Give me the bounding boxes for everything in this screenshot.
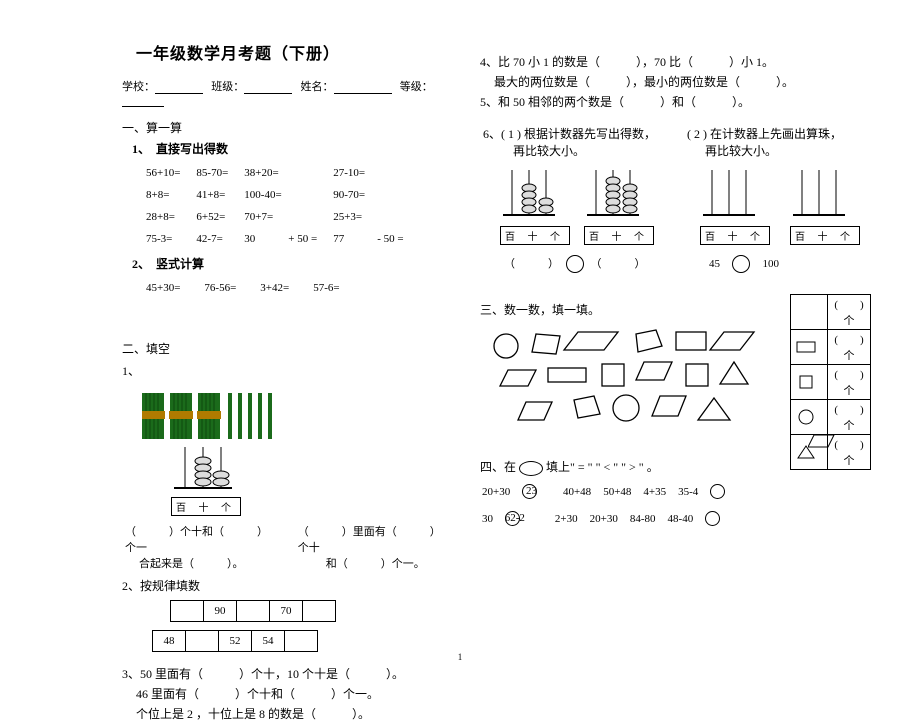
s2p3b: 46 里面有（ ）个十和（ ）个一。: [136, 684, 452, 704]
pattern-table-1: 9070: [170, 600, 336, 622]
s1p1-heading: 1、 直接写出得数: [132, 140, 452, 157]
section-2-heading: 二、填空: [122, 340, 452, 357]
cmp-blank-2: （ ）: [591, 258, 646, 270]
s1p2-table: 45+30=76-56=3+42=57-6=: [144, 276, 364, 300]
oval-blank-icon: [519, 461, 543, 476]
q6b2: 再比较大小。: [705, 142, 842, 159]
label-class: 班级：: [211, 81, 244, 93]
cmp-45: 45: [709, 258, 720, 270]
page-number: 1: [0, 652, 920, 662]
q6a2: 再比较大小。: [513, 142, 656, 159]
q4b: 最大的两位数是（ ），最小的两位数是（ ）。: [494, 72, 880, 92]
sticks-caption-a: （ ）个十和（ ）个一: [125, 523, 275, 555]
compare-circle-icon: [566, 255, 584, 273]
s2p3c: 个位上是 2 ，十位上是 8 的数是（ ）。: [136, 704, 452, 724]
compare-row-1: 20+30 23 40+4850+48 4+3535-4: [480, 482, 737, 501]
section-1-heading: 一、算一算: [122, 119, 452, 136]
pattern-table-2: 485254: [152, 630, 318, 652]
s1p1-table: 56+10=85-70=38+20=27-10= 8+8=41+8=100-40…: [144, 161, 420, 251]
q4a: 4、比 70 小 1 的数是（ ），70 比（ ）小 1。: [480, 52, 880, 72]
s2p1-heading: 1、: [122, 361, 452, 381]
abacus-caption-b: 和（ ）个一。: [326, 555, 449, 571]
q6a: 6、( 1 ) 根据计数器先写出得数，: [483, 125, 656, 142]
s2p2-heading: 2、按规律填数: [122, 576, 452, 596]
s1p2-heading: 2、 竖式计算: [132, 255, 452, 272]
abacus-icon: 百 十 个: [171, 443, 241, 516]
shapes-scatter-icon: [486, 324, 776, 434]
cmp-blank-1: （ ）: [504, 258, 559, 270]
cmp-100: 100: [763, 258, 780, 270]
circle-icon: [705, 511, 720, 526]
abacus-4-icon: 百 十 个: [790, 168, 860, 245]
circle-icon: [710, 484, 725, 499]
sticks-caption-b: 合起来是（ ）。: [139, 555, 275, 571]
student-info: 学校： 班级： 姓名： 等级：: [122, 78, 452, 107]
s2p3a: 3、50 里面有（ ）个十，10 个十是（ ）。: [122, 664, 452, 684]
abacus-caption-a: （ ）里面有（ ）个十: [298, 523, 449, 555]
page-title: 一年级数学月考题（下册）: [136, 40, 452, 64]
compare-row-2: 30 62-2 2+3020+30 84-8048-40: [480, 509, 732, 528]
abacus-2-icon: 百 十 个: [584, 168, 654, 245]
label-school: 学校：: [122, 81, 155, 93]
label-grade: 等级：: [400, 81, 433, 93]
q5: 5、和 50 相邻的两个数是（ ）和（ ）。: [480, 92, 880, 112]
q6b: ( 2 ) 在计数器上先画出算珠，: [687, 125, 842, 142]
parallelogram-icon: [808, 432, 838, 450]
counting-sticks-icon: [142, 387, 292, 443]
abacus-1-icon: 百 十 个: [500, 168, 570, 245]
label-name: 姓名：: [301, 81, 334, 93]
sticks-and-abacus: 百 十 个: [142, 387, 452, 516]
compare-circle-icon: [732, 255, 750, 273]
abacus-label: 百 十 个: [171, 497, 241, 516]
abacus-3-icon: 百 十 个: [700, 168, 770, 245]
